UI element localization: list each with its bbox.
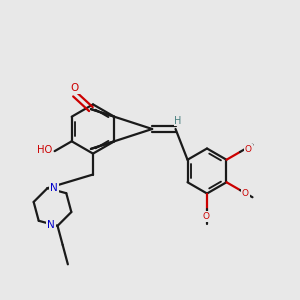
Text: O: O bbox=[202, 212, 210, 221]
Text: H: H bbox=[174, 116, 182, 126]
Text: N: N bbox=[47, 220, 55, 230]
Text: O: O bbox=[245, 145, 252, 154]
Text: HO: HO bbox=[38, 145, 53, 154]
Text: O: O bbox=[242, 189, 249, 198]
Text: N: N bbox=[50, 183, 58, 193]
Text: O: O bbox=[71, 83, 79, 93]
